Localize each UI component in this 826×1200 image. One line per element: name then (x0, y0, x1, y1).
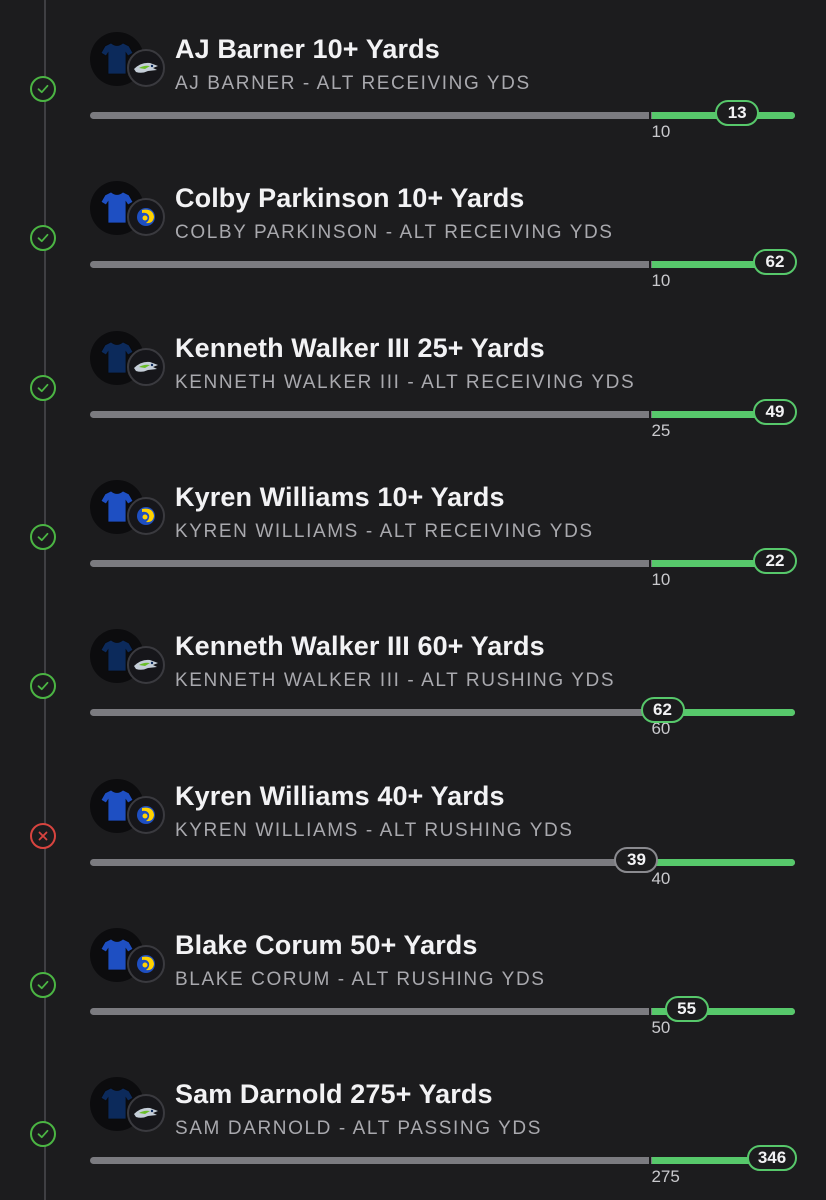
leg-subtitle: BLAKE CORUM - ALT RUSHING YDS (175, 968, 546, 990)
rams-logo-icon (127, 944, 165, 983)
threshold-marker (649, 254, 652, 277)
progress-track (90, 858, 795, 866)
threshold-marker (649, 1000, 652, 1023)
player-jersey-icon (90, 629, 144, 684)
leg-title: AJ Barner 10+ Yards (175, 34, 440, 64)
parlay-leg[interactable]: Blake Corum 50+ Yards BLAKE CORUM - ALT R… (0, 898, 826, 1047)
progress-fill (652, 709, 795, 717)
actual-value-pill: 13 (715, 100, 760, 126)
progress-track (90, 112, 795, 119)
check-icon (30, 76, 56, 102)
leg-subtitle: AJ BARNER - ALT RECEIVING YDS (175, 73, 531, 94)
threshold-value: 10 (651, 122, 671, 141)
actual-value-pill: 49 (753, 398, 797, 425)
parlay-leg[interactable]: Colby Parkinson 10+ Yards COLBY PARKINSON… (0, 151, 826, 300)
leg-subtitle: COLBY PARKINSON - ALT RECEIVING YDS (175, 222, 614, 244)
seahawks-logo-icon (127, 347, 165, 386)
actual-value-pill: 55 (664, 995, 709, 1022)
progress-fill (652, 559, 795, 567)
progress-track (90, 709, 795, 717)
leg-subtitle: KENNETH WALKER III - ALT RECEIVING YDS (175, 371, 636, 393)
threshold-value: 10 (651, 569, 671, 589)
progress-track (90, 559, 795, 567)
actual-value-pill: 62 (753, 249, 797, 276)
leg-subtitle: KYREN WILLIAMS - ALT RUSHING YDS (175, 819, 574, 841)
check-icon (30, 225, 56, 252)
leg-title: Colby Parkinson 10+ Yards (175, 183, 525, 214)
leg-title: Sam Darnold 275+ Yards (175, 1079, 493, 1110)
threshold-marker (649, 105, 652, 127)
seahawks-logo-icon (127, 646, 165, 685)
check-icon (30, 374, 56, 401)
leg-subtitle: KYREN WILLIAMS - ALT RECEIVING YDS (175, 520, 594, 542)
threshold-value: 50 (651, 1017, 671, 1037)
actual-value-pill: 62 (640, 697, 685, 724)
leg-title: Blake Corum 50+ Yards (175, 929, 478, 960)
rams-logo-icon (127, 795, 165, 834)
leg-title: Kenneth Walker III 60+ Yards (175, 631, 545, 662)
actual-value-pill: 346 (747, 1145, 797, 1172)
check-icon (30, 1121, 56, 1148)
leg-title: Kyren Williams 40+ Yards (175, 780, 505, 811)
rams-logo-icon (127, 496, 165, 535)
parlay-leg[interactable]: Sam Darnold 275+ Yards SAM DARNOLD - ALT … (0, 1047, 826, 1196)
parlay-leg[interactable]: Kyren Williams 10+ Yards KYREN WILLIAMS -… (0, 450, 826, 599)
actual-value-pill: 22 (753, 547, 797, 574)
threshold-value: 10 (651, 271, 671, 291)
leg-title: Kenneth Walker III 25+ Yards (175, 332, 545, 363)
leg-subtitle: SAM DARNOLD - ALT PASSING YDS (175, 1118, 543, 1140)
parlay-leg[interactable]: Kenneth Walker III 25+ Yards KENNETH WALK… (0, 301, 826, 450)
threshold-marker (649, 403, 652, 426)
seahawks-logo-icon (127, 1094, 165, 1133)
rams-logo-icon (127, 198, 165, 237)
check-icon (30, 971, 56, 998)
seahawks-logo-icon (127, 49, 165, 87)
threshold-value: 60 (651, 719, 671, 739)
progress-fill (652, 1157, 795, 1165)
check-icon (30, 673, 56, 700)
threshold-marker (649, 1150, 652, 1173)
progress-track (90, 410, 795, 418)
threshold-marker (649, 552, 652, 575)
progress-track (90, 1007, 795, 1015)
parlay-leg[interactable]: Kyren Williams 40+ Yards KYREN WILLIAMS -… (0, 749, 826, 898)
actual-value-pill: 39 (614, 846, 659, 873)
threshold-value: 275 (651, 1167, 680, 1187)
threshold-value: 40 (651, 868, 671, 888)
timeline-line (44, 0, 46, 1200)
progress-fill (638, 858, 795, 866)
progress-track (90, 261, 795, 269)
check-icon (30, 523, 56, 550)
x-icon (30, 822, 56, 849)
threshold-value: 25 (651, 420, 671, 440)
leg-subtitle: KENNETH WALKER III - ALT RUSHING YDS (175, 670, 616, 692)
progress-track (90, 1157, 795, 1165)
progress-fill (652, 261, 795, 269)
progress-fill (652, 1007, 795, 1015)
parlay-leg[interactable]: AJ Barner 10+ Yards AJ BARNER - ALT RECEI… (0, 2, 826, 151)
parlay-leg[interactable]: Kenneth Walker III 60+ Yards KENNETH WALK… (0, 599, 826, 748)
progress-fill (652, 410, 795, 418)
leg-title: Kyren Williams 10+ Yards (175, 481, 505, 512)
